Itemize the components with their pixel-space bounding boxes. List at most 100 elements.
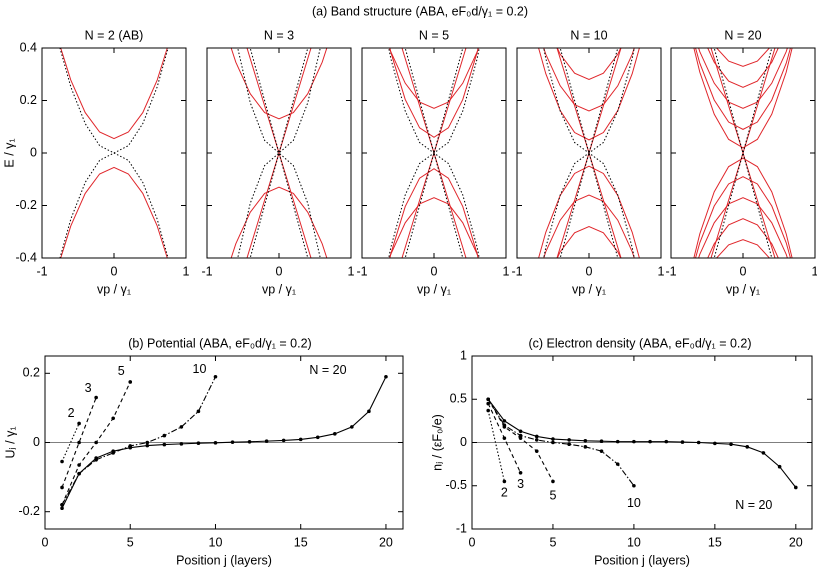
- y-tick-label: 0.2: [23, 366, 40, 380]
- y-tick-label: 0.5: [450, 392, 467, 406]
- x-axis-label: vp / γ₁: [262, 282, 296, 296]
- series-label: 10: [193, 362, 207, 376]
- data-point: [77, 440, 81, 445]
- data-point: [534, 438, 539, 442]
- data-point: [632, 483, 636, 488]
- panel-title: N = 2 (AB): [85, 28, 144, 42]
- y-tick-label: 0.2: [20, 93, 37, 107]
- y-tick-label: 0: [460, 435, 467, 449]
- x-tick-label: 20: [789, 535, 803, 549]
- data-point: [583, 438, 588, 443]
- series-line: [249, 48, 309, 155]
- series-line: [389, 48, 479, 109]
- data-point: [486, 401, 490, 406]
- data-point: [664, 439, 669, 444]
- y-axis-label: nⱼ / (εF₀/e): [430, 414, 444, 471]
- y-tick-label: -0.5: [445, 478, 467, 492]
- plot-area: [230, 48, 328, 258]
- x-axis-label: vp / γ₁: [572, 282, 606, 296]
- series-line: [60, 166, 168, 258]
- series-line: [61, 397, 97, 488]
- data-point: [648, 439, 652, 444]
- data-point: [77, 471, 81, 476]
- series-line: [487, 398, 635, 487]
- data-point: [230, 440, 235, 444]
- data-point: [350, 425, 354, 429]
- series-line: [230, 186, 328, 258]
- x-tick-label: 5: [127, 535, 134, 549]
- data-point: [196, 441, 201, 445]
- data-point: [713, 441, 717, 446]
- data-point: [518, 436, 523, 440]
- series-line: [710, 151, 776, 258]
- data-point: [551, 479, 555, 484]
- data-point: [179, 442, 184, 446]
- data-point: [162, 442, 167, 447]
- data-point: [94, 440, 98, 445]
- y-tick-label: 0.4: [20, 40, 37, 54]
- y-tick-label: -0.2: [15, 198, 37, 212]
- data-point: [502, 436, 507, 440]
- data-point: [502, 419, 507, 423]
- data-point: [60, 485, 64, 490]
- plot-frame: [361, 47, 507, 259]
- series-label: 2: [68, 406, 75, 420]
- plot-frame: [516, 47, 662, 259]
- series-line: [715, 48, 771, 67]
- data-point: [745, 445, 750, 449]
- data-point: [518, 470, 523, 475]
- data-point: [111, 416, 115, 421]
- plot-area: [60, 374, 388, 511]
- series-line: [538, 165, 640, 258]
- data-point: [367, 409, 371, 414]
- x-tick-label: -1: [665, 264, 676, 278]
- series-line: [538, 48, 640, 141]
- y-tick-label: -0.4: [15, 250, 37, 264]
- plot-frame: [41, 47, 187, 259]
- data-point: [551, 440, 555, 445]
- x-tick-label: -1: [511, 264, 522, 278]
- data-point: [213, 441, 218, 445]
- data-point: [680, 440, 685, 444]
- series-line: [388, 48, 480, 154]
- x-tick-label: 1: [503, 264, 510, 278]
- series-line: [237, 48, 321, 154]
- data-point: [60, 506, 64, 511]
- series-line: [389, 168, 479, 258]
- plot-area: [538, 48, 640, 258]
- x-tick-label: 10: [627, 535, 641, 549]
- series-line: [404, 48, 464, 155]
- y-tick-label: 0: [33, 435, 40, 449]
- series-line: [246, 151, 312, 258]
- series-line: [556, 48, 622, 155]
- x-tick-label: 15: [708, 535, 722, 549]
- series-line: [401, 48, 467, 155]
- data-point: [77, 463, 81, 467]
- data-point: [128, 445, 133, 450]
- series-label: N = 20: [735, 498, 772, 512]
- data-point: [196, 409, 201, 414]
- data-point: [599, 439, 604, 444]
- plot-frame: [670, 47, 816, 259]
- data-point: [534, 434, 539, 439]
- series-line: [61, 376, 216, 506]
- x-axis-label: Position j (layers): [176, 553, 272, 567]
- x-tick-label: -1: [356, 264, 367, 278]
- data-point: [94, 395, 98, 400]
- series-line: [230, 48, 328, 120]
- y-axis-label: Uⱼ / γ₁: [3, 426, 17, 458]
- data-point: [60, 459, 64, 464]
- plot-frame: [206, 47, 352, 259]
- series-line: [693, 48, 793, 149]
- data-point: [534, 449, 539, 453]
- series-label: 5: [118, 364, 125, 378]
- series-line: [698, 197, 788, 258]
- data-point: [145, 440, 150, 445]
- data-point: [333, 432, 337, 436]
- x-tick-label: -1: [36, 264, 47, 278]
- data-point: [794, 485, 798, 490]
- x-axis-label: vp / γ₁: [97, 282, 131, 296]
- series-label: 3: [517, 477, 524, 491]
- series-label: N = 20: [309, 363, 346, 377]
- y-axis-label: E / γ₁: [2, 138, 16, 167]
